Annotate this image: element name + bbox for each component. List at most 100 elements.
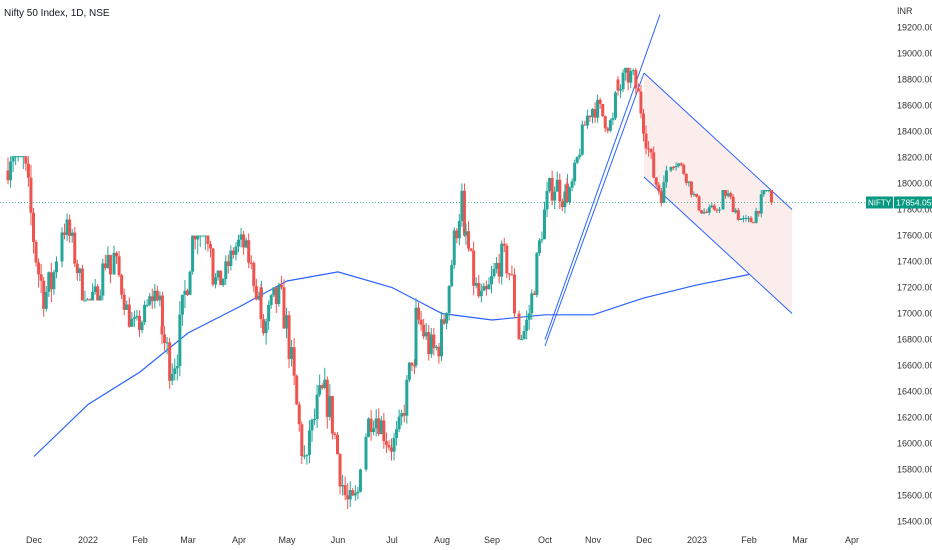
candle-body	[447, 286, 451, 314]
candle-body	[42, 280, 46, 309]
candle-body	[54, 261, 58, 273]
candle-body	[379, 420, 383, 435]
candle-body	[160, 295, 164, 327]
candle-body	[272, 287, 276, 296]
candle-body	[267, 304, 271, 322]
candle-body	[601, 103, 605, 117]
candle-body	[729, 193, 733, 197]
price-badge	[894, 196, 932, 209]
candle-body	[330, 396, 334, 434]
candle-body	[642, 113, 645, 134]
candle-body	[484, 286, 488, 290]
candle-body	[517, 313, 521, 340]
candle-body	[178, 314, 182, 367]
last-price-badges: NIFTY 17854.05	[866, 196, 932, 209]
candle-body	[497, 262, 501, 277]
candle-body	[565, 183, 569, 203]
candle-body	[29, 177, 33, 213]
candle-body	[674, 165, 678, 168]
candle-body	[611, 118, 615, 121]
candle-body	[269, 295, 273, 305]
candle-body	[47, 272, 51, 292]
candle-body	[88, 299, 92, 301]
y-tick-label: 17600.00	[897, 231, 932, 241]
candle-body	[702, 211, 706, 214]
candle-body	[477, 283, 481, 297]
candle-body	[262, 319, 266, 334]
candle-body	[736, 210, 740, 220]
candle-body	[356, 491, 360, 494]
candle-body	[479, 290, 483, 297]
candle-body	[328, 396, 332, 417]
candle-body	[550, 178, 554, 201]
y-tick-label: 15400.00	[897, 517, 932, 527]
candle-body	[390, 447, 393, 452]
candle-body	[93, 286, 97, 293]
candle-body	[759, 194, 763, 214]
candle-body	[49, 272, 53, 290]
candle-body	[568, 187, 572, 203]
candle-body	[338, 454, 342, 487]
candle-body	[654, 177, 658, 185]
candle-body	[726, 193, 730, 196]
y-tick-label: 16400.00	[897, 387, 932, 397]
candle-body	[32, 212, 35, 242]
y-tick-label: 18600.00	[897, 101, 932, 111]
candle-body	[558, 179, 562, 202]
candle-body	[279, 284, 283, 288]
candle-body	[336, 434, 339, 455]
candle-body	[535, 253, 539, 295]
candle-body	[548, 178, 552, 191]
y-tick-label: 19200.00	[897, 23, 932, 33]
candle-body	[424, 332, 428, 337]
candle-body	[575, 157, 579, 163]
candle-body	[553, 191, 557, 201]
candle-body	[130, 318, 134, 327]
candle-body	[341, 485, 345, 487]
candle-body	[91, 292, 95, 301]
candle-body	[39, 274, 43, 281]
y-axis: 19200.00 19000.00 18800.00 18600.00 18400.00…	[897, 23, 932, 527]
x-axis: Dec 2022 Feb Mar Apr May Jun Jul Aug Sep Oct Nov Dec…	[26, 535, 859, 545]
candle-body	[160, 326, 164, 335]
candle-body	[52, 272, 56, 290]
y-tick-label: 18200.00	[897, 153, 932, 163]
candle-body	[570, 181, 574, 188]
candle-body	[343, 485, 347, 496]
candle-body	[101, 263, 105, 296]
candle-body	[86, 299, 89, 301]
candle-body	[364, 436, 368, 470]
candle-body	[591, 109, 594, 118]
candle-body	[237, 239, 240, 247]
y-tick-label: 18800.00	[897, 75, 932, 85]
x-tick-label: Nov	[585, 535, 602, 545]
candle-body	[170, 374, 174, 381]
candle-body	[422, 324, 426, 337]
candle-body	[221, 278, 225, 286]
candle-body	[242, 234, 246, 248]
candle-body	[277, 284, 281, 305]
candle-body	[455, 230, 459, 239]
candle-body	[384, 441, 388, 445]
candle-body	[532, 293, 536, 295]
candle-body	[120, 275, 124, 295]
candle-body	[115, 252, 119, 257]
candle-body	[644, 133, 648, 149]
x-tick-label: Jun	[331, 535, 346, 545]
candle-body	[158, 295, 162, 301]
ma-layer	[33, 271, 750, 457]
candle-body	[749, 217, 753, 223]
candle-body	[117, 256, 121, 276]
candle-body	[429, 334, 433, 355]
candle-body	[764, 190, 768, 191]
candle-body	[290, 347, 294, 359]
candle-body	[80, 268, 84, 301]
candle-body	[490, 276, 493, 285]
candle-body	[9, 161, 13, 181]
candle-body	[629, 71, 633, 83]
candle-body	[183, 290, 187, 295]
candle-body	[434, 346, 438, 348]
candle-layer	[6, 67, 773, 510]
candle-body	[11, 156, 15, 162]
